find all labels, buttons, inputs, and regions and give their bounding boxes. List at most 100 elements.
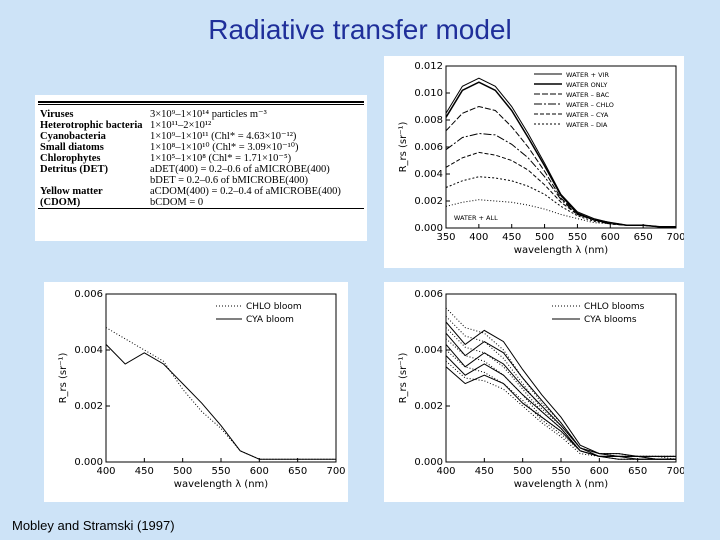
legend-entry: CHLO blooms — [584, 302, 645, 312]
y-tick-label: 0.004 — [414, 345, 443, 356]
x-tick-label: 400 — [469, 232, 488, 243]
series-line — [445, 332, 676, 457]
series-line — [445, 344, 676, 460]
table-row: bDET = 0.2–0.6 of bMICROBE(400) — [38, 175, 364, 186]
legend-entry: WATER ONLY — [566, 81, 607, 89]
x-tick-label: 550 — [551, 466, 570, 477]
x-axis-label: wavelength λ (nm) — [514, 245, 609, 256]
y-tick-label: 0.000 — [414, 223, 443, 234]
annotation-water-all: WATER + ALL — [454, 214, 498, 222]
series-line — [445, 321, 676, 457]
table-row-label: Yellow matter — [40, 186, 103, 197]
table-row-value: 1×10⁸–1×10¹⁰ (Chl* = 3.09×10⁻¹⁰) — [150, 142, 299, 153]
table-row: Viruses 3×10⁹–1×10¹⁴ particles m⁻³ — [38, 109, 364, 120]
citation: Mobley and Stramski (1997) — [12, 518, 175, 533]
y-tick-label: 0.002 — [414, 196, 443, 207]
chart-panel-2: 400 450 500 550 600 650 700 0.000 0.002 0.004 0.00… — [44, 282, 348, 502]
table-row-label: Chlorophytes — [40, 153, 101, 164]
y-tick-label: 0.002 — [74, 401, 103, 412]
y-tick-label: 0.004 — [414, 169, 443, 180]
x-tick-label: 450 — [502, 232, 521, 243]
x-tick-label: 400 — [96, 466, 115, 477]
x-tick-label: 500 — [513, 466, 532, 477]
table-row: Cyanobacteria 1×10⁹–1×10¹¹ (Chl* = 4.63×1… — [38, 131, 364, 142]
table-row: Heterotrophic bacteria 1×10¹¹–2×10¹² — [38, 120, 364, 131]
x-tick-label: 550 — [568, 232, 587, 243]
table-row: Yellow matter aCDOM(400) = 0.2–0.4 of aMI… — [38, 186, 364, 197]
y-tick-label: 0.002 — [414, 401, 443, 412]
series-line — [445, 327, 677, 460]
table-row-value: 1×10¹¹–2×10¹² — [150, 120, 212, 131]
x-axis-label: wavelength λ (nm) — [174, 479, 269, 490]
series-line — [445, 366, 676, 460]
x-tick-label: 600 — [590, 466, 609, 477]
x-tick-label: 500 — [173, 466, 192, 477]
series-line — [445, 355, 676, 460]
table-row-label: Small diatoms — [40, 142, 104, 153]
legend-entry: CYA bloom — [246, 315, 294, 325]
y-tick-label: 0.006 — [414, 289, 443, 300]
series-line — [105, 327, 336, 460]
legend-entry: WATER – CYA — [566, 111, 609, 119]
series-line — [445, 199, 676, 228]
x-tick-label: 700 — [666, 466, 684, 477]
table-row-value: 1×10⁹–1×10¹¹ (Chl* = 4.63×10⁻¹²) — [150, 131, 297, 142]
table-row-value: bDET = 0.2–0.6 of bMICROBE(400) — [150, 175, 308, 186]
chart-panel-3: 400 450 500 550 600 650 700 0.000 0.002 0.004 0.00… — [384, 282, 686, 502]
table-row-value: aDET(400) = 0.2–0.6 of aMICROBE(400) — [150, 164, 330, 175]
y-tick-label: 0.010 — [414, 88, 443, 99]
series-line — [445, 81, 676, 228]
chart-panel-1: 350 400 450 500 550 600 650 700 0.000 0.002 0.004 0… — [384, 56, 686, 268]
plot-frame — [445, 65, 677, 229]
x-tick-label: 650 — [628, 466, 647, 477]
legend-entry: WATER + VIR — [566, 71, 610, 79]
series-line — [445, 360, 676, 460]
legend-entry: WATER – BAC — [566, 91, 610, 99]
x-tick-label: 600 — [250, 466, 269, 477]
table-row-label: Viruses — [40, 109, 74, 120]
y-axis-label: R_rs (sr⁻¹) — [398, 121, 409, 172]
chart-rrs-multiple-blooms: 400 450 500 550 600 650 700 0.000 0.002 0.004 0.00… — [398, 289, 686, 490]
legend-entry: WATER – CHLO — [566, 101, 614, 109]
y-axis-label: R_rs (sr⁻¹) — [58, 352, 69, 403]
chart-rrs-components: 350 400 450 500 550 600 650 700 0.000 0.002 0.004 0… — [398, 61, 686, 256]
x-tick-label: 650 — [634, 232, 653, 243]
table-row-value: 3×10⁹–1×10¹⁴ particles m⁻³ — [150, 109, 267, 120]
y-axis-label: R_rs (sr⁻¹) — [398, 352, 409, 403]
table-row: Small diatoms 1×10⁸–1×10¹⁰ (Chl* = 3.09×1… — [38, 142, 364, 153]
table-row: (CDOM) bCDOM = 0 — [38, 197, 364, 208]
chart-rrs-single-blooms: 400 450 500 550 600 650 700 0.000 0.002 0.004 0.00… — [58, 289, 346, 490]
y-tick-label: 0.006 — [74, 289, 103, 300]
x-tick-label: 700 — [326, 466, 345, 477]
y-tick-label: 0.006 — [414, 142, 443, 153]
series-line — [445, 132, 676, 228]
x-tick-label: 400 — [436, 466, 455, 477]
table-row-label: Detritus (DET) — [40, 164, 108, 175]
table-row: Chlorophytes 1×10⁵–1×10⁸ (Chl* = 1.71×10⁻… — [38, 153, 364, 164]
legend-entry: CHLO bloom — [246, 302, 302, 312]
y-tick-label: 0.012 — [414, 61, 443, 72]
table-row-value: 1×10⁵–1×10⁸ (Chl* = 1.71×10⁻⁵) — [150, 153, 292, 164]
legend-entry: CYA blooms — [584, 315, 637, 325]
table-body: Viruses 3×10⁹–1×10¹⁴ particles m⁻³ Heterot… — [38, 101, 364, 209]
table-row-value: aCDOM(400) = 0.2–0.4 of aMICROBE(400) — [150, 186, 341, 197]
series-line — [105, 344, 336, 460]
series-line — [445, 105, 676, 228]
particle-table: Viruses 3×10⁹–1×10¹⁴ particles m⁻³ Heterot… — [35, 95, 367, 241]
x-tick-label: 450 — [475, 466, 494, 477]
y-tick-label: 0.008 — [414, 115, 443, 126]
x-tick-label: 450 — [135, 466, 154, 477]
x-tick-label: 650 — [288, 466, 307, 477]
x-tick-label: 350 — [436, 232, 455, 243]
x-axis-label: wavelength λ (nm) — [514, 479, 609, 490]
table-row-label: Cyanobacteria — [40, 131, 106, 142]
y-tick-label: 0.000 — [74, 457, 103, 468]
table-row-label — [38, 175, 150, 186]
legend-entry: WATER – DIA — [566, 121, 608, 129]
x-tick-label: 500 — [535, 232, 554, 243]
series-line — [445, 316, 676, 457]
series-line — [445, 338, 676, 460]
x-tick-label: 600 — [601, 232, 620, 243]
x-tick-label: 550 — [211, 466, 230, 477]
table-row-label: Heterotrophic bacteria — [40, 120, 143, 131]
